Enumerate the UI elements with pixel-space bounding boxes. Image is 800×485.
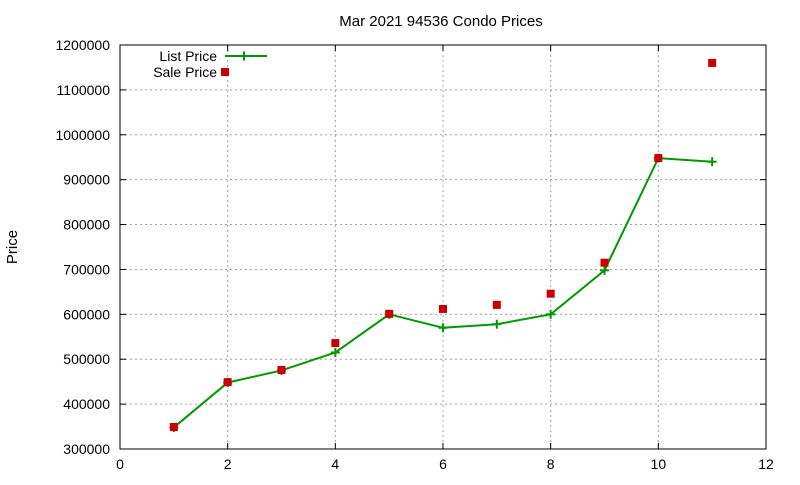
y-tick-label: 1200000 [55, 37, 110, 53]
legend-entry-list-price: List Price [159, 48, 267, 64]
x-tick-label: 2 [224, 456, 232, 472]
ticks-layer: 0 2 4 6 8 10 12 300000 400000 500000 600000 700000 8… [55, 37, 774, 472]
sale-price-point [385, 309, 394, 318]
y-axis-label: Price [4, 230, 21, 264]
x-tick-label: 8 [547, 456, 555, 472]
sale-price-point [600, 258, 609, 267]
sale-price-point [439, 304, 447, 313]
legend-label: List Price [159, 48, 217, 64]
chart-title: Mar 2021 94536 Condo Prices [339, 13, 542, 30]
list-price-point [438, 323, 448, 333]
list-price-point [492, 319, 502, 329]
sale-price-point [546, 289, 555, 298]
y-tick-label: 900000 [63, 172, 110, 188]
y-tick-label: 600000 [63, 306, 110, 322]
x-tick-label: 12 [758, 456, 774, 472]
sale-price-series [169, 58, 717, 432]
y-tick-label: 800000 [63, 217, 110, 233]
x-tick-label: 6 [439, 456, 447, 472]
sale-price-point [331, 339, 340, 348]
list-price-point [546, 309, 556, 319]
x-tick-label: 10 [651, 456, 667, 472]
y-tick-label: 400000 [63, 396, 110, 412]
list-price-point [330, 347, 340, 357]
legend-square-marker [221, 68, 229, 76]
y-tick-label: 1000000 [55, 127, 110, 143]
y-tick-label: 300000 [63, 441, 110, 457]
y-tick-label: 500000 [63, 351, 110, 367]
list-price-point [600, 265, 609, 275]
y-tick-label: 1100000 [57, 82, 111, 98]
sale-price-point [169, 423, 178, 432]
x-tick-label: 4 [331, 456, 339, 472]
list-price-point [707, 157, 717, 167]
legend-label: Sale Price [153, 64, 217, 80]
sale-price-point [708, 58, 717, 67]
x-tick-label: 0 [116, 456, 124, 472]
series-layer [169, 58, 717, 432]
sale-price-point [654, 154, 663, 163]
legend-plus-marker [239, 51, 249, 61]
y-tick-label: 700000 [63, 261, 110, 277]
sale-price-point [277, 365, 286, 374]
legend-entry-sale-price: Sale Price [153, 64, 229, 80]
sale-price-point [492, 300, 501, 309]
sale-price-point [223, 378, 232, 387]
